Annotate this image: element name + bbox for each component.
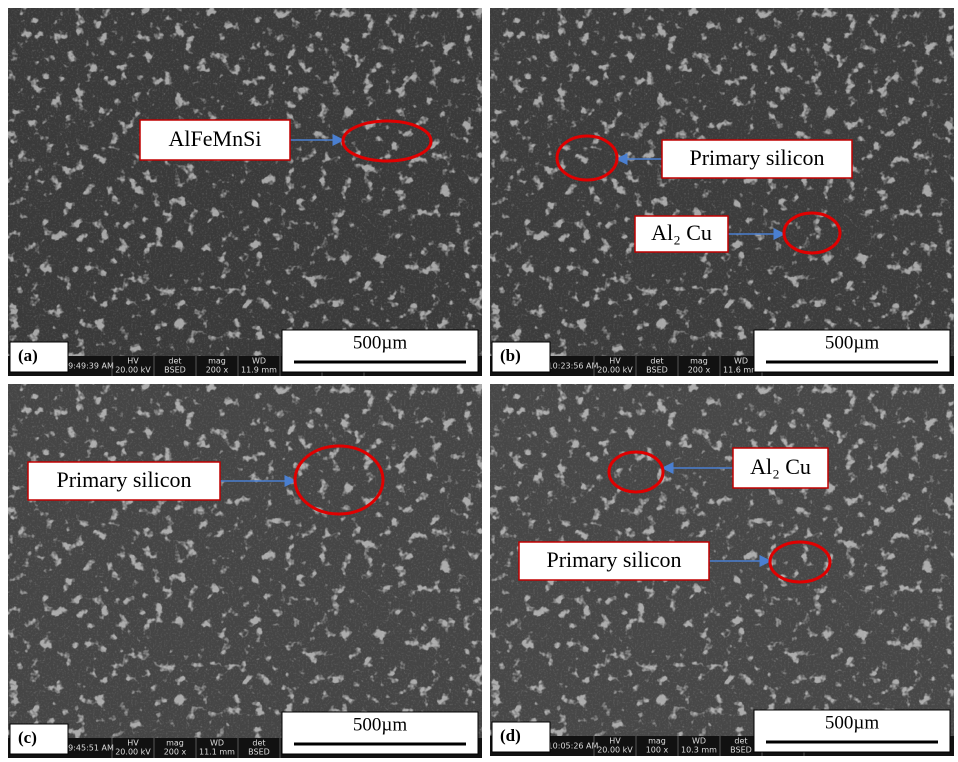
scale-label: 500µm	[825, 332, 879, 353]
annotation-text: Primary silicon	[546, 547, 681, 572]
info-value: BSED	[646, 366, 668, 375]
info-value: 9:49:39 AM	[68, 362, 114, 371]
info-header: HV	[127, 739, 139, 748]
info-header: HV	[127, 357, 139, 366]
info-value: 10:23:56 AM	[548, 362, 599, 371]
info-header: WD	[252, 357, 266, 366]
info-value: 200 x	[688, 366, 711, 375]
annotation-text: Primary silicon	[56, 467, 191, 492]
image-noise	[8, 384, 482, 758]
panel-label: (b)	[500, 346, 521, 365]
info-value: 11.9 mm	[241, 366, 277, 375]
info-value: 100 x	[646, 746, 669, 755]
info-value: 10:05:26 AM	[548, 742, 599, 751]
annotation-text: Al₂ Cu	[750, 454, 811, 479]
panel-label: (d)	[500, 726, 521, 745]
info-header: mag	[648, 737, 666, 746]
info-header: WD	[692, 737, 706, 746]
annotation-text: Primary silicon	[689, 145, 824, 170]
info-value: BSED	[248, 748, 270, 757]
info-value: 9:45:51 AM	[68, 744, 114, 753]
annotation-text: AlFeMnSi	[169, 126, 262, 151]
info-header: det	[734, 737, 747, 746]
info-value: BSED	[730, 746, 752, 755]
info-header: WD	[210, 739, 224, 748]
info-value: 20.00 kV	[115, 748, 151, 757]
info-value: 20.00 kV	[597, 366, 633, 375]
scale-label: 500µm	[825, 712, 879, 733]
info-header: det	[252, 739, 265, 748]
info-header: mag	[690, 357, 708, 366]
info-header: HV	[609, 737, 621, 746]
info-value: 200 x	[206, 366, 229, 375]
panel-label: (a)	[18, 346, 38, 365]
info-value: 200 x	[164, 748, 187, 757]
info-header: HV	[609, 357, 621, 366]
info-header: det	[650, 357, 663, 366]
info-header: mag	[208, 357, 226, 366]
info-header: WD	[734, 357, 748, 366]
panel-label: (c)	[18, 728, 37, 747]
info-header: det	[168, 357, 181, 366]
info-value: 20.00 kV	[597, 746, 633, 755]
info-value: BSED	[164, 366, 186, 375]
info-header: mag	[166, 739, 184, 748]
scale-label: 500µm	[353, 332, 407, 353]
info-value: 10.3 mm	[681, 746, 717, 755]
figure: 9:49:39 AMHV20.00 kVdetBSEDmag200 xWD11.…	[0, 0, 958, 762]
annotation-text: Al₂ Cu	[651, 220, 712, 245]
image-noise	[8, 8, 482, 376]
info-value: 11.1 mm	[199, 748, 235, 757]
image-noise	[490, 8, 954, 376]
page: {"panels": [ {"label": "(a)", "scale": "…	[0, 0, 958, 762]
scale-label: 500µm	[353, 714, 407, 735]
info-value: 20.00 kV	[115, 366, 151, 375]
